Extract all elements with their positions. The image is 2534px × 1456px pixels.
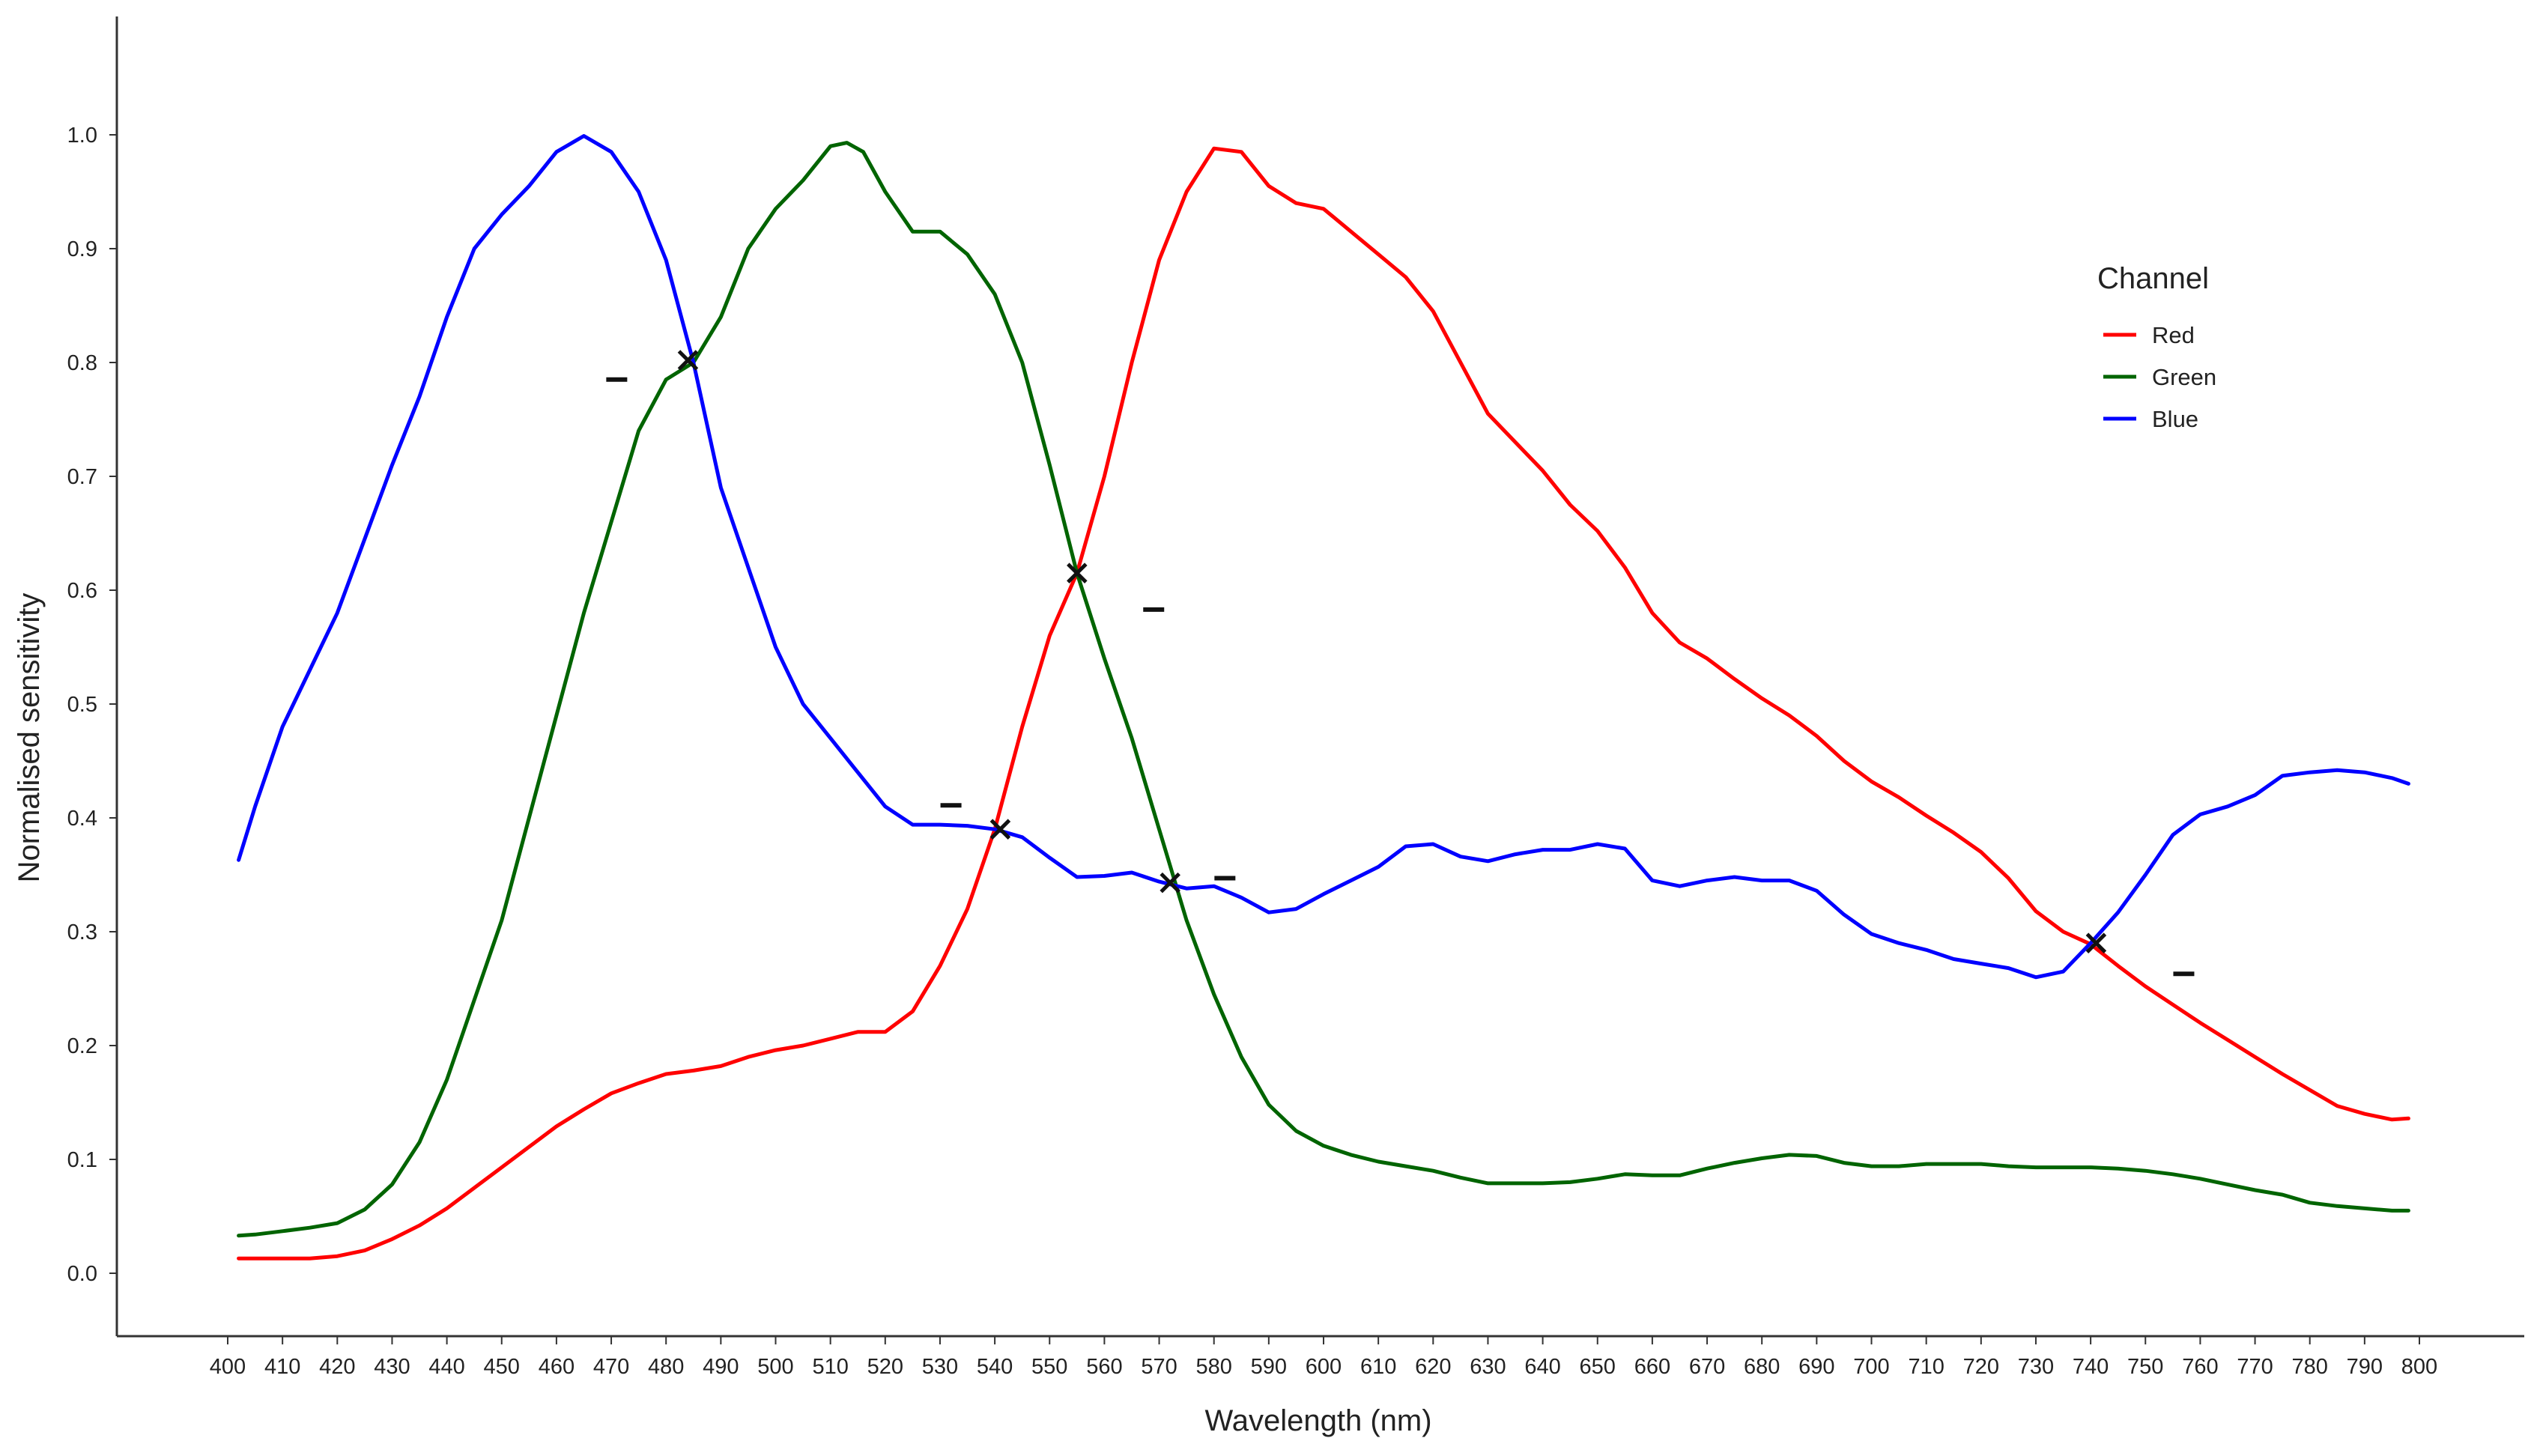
legend-label-green: Green	[2152, 364, 2216, 390]
y-tick-label: 0.2	[67, 1034, 97, 1058]
y-tick-label: 0.5	[67, 693, 97, 717]
marks	[606, 350, 2195, 977]
x-tick-label: 670	[1689, 1355, 1725, 1379]
x-axis-title: Wavelength (nm)	[1204, 1404, 1431, 1437]
x-tick-label: 700	[1853, 1355, 1889, 1379]
x-tick-label: 710	[1908, 1355, 1944, 1379]
series-line-blue	[237, 134, 2410, 980]
x-tick-label: 740	[2073, 1355, 2109, 1379]
x-tick-label: 600	[1306, 1355, 1342, 1379]
x-tick-label: 760	[2182, 1355, 2218, 1379]
intersection-marker	[989, 819, 1011, 840]
x-tick-label: 800	[2401, 1355, 2437, 1379]
x-tick-label: 410	[264, 1355, 300, 1379]
y-tick-label: 0.0	[67, 1262, 97, 1286]
legend-label-red: Red	[2152, 322, 2195, 348]
x-tick-label: 650	[1580, 1355, 1616, 1379]
intersection-marker	[1067, 562, 1088, 583]
x-tick-label: 790	[2347, 1355, 2383, 1379]
y-ticks: 0.0 0.1 0.2 0.3 0.4 0.5 0.6 0.7 0.8 0.9 1.0	[67, 124, 117, 1286]
legend: Channel Red Green Blue	[2097, 262, 2216, 432]
x-tick-label: 430	[374, 1355, 410, 1379]
x-tick-label: 530	[922, 1355, 958, 1379]
intersection-marker	[677, 350, 699, 371]
x-tick-label: 490	[703, 1355, 739, 1379]
x-tick-label: 540	[977, 1355, 1013, 1379]
y-tick-label: 0.7	[67, 465, 97, 489]
x-tick-label: 730	[2018, 1355, 2054, 1379]
y-tick-label: 1.0	[67, 124, 97, 148]
legend-label-blue: Blue	[2152, 406, 2198, 432]
x-tick-label: 550	[1031, 1355, 1067, 1379]
x-tick-label: 660	[1634, 1355, 1670, 1379]
series-line-red	[237, 146, 2410, 1261]
x-ticks: 400 410 420 430 440 450 460 470 480 490 500 510 520 5…	[210, 1336, 2437, 1379]
x-tick-label: 770	[2237, 1355, 2273, 1379]
y-tick-label: 0.3	[67, 920, 97, 944]
y-tick-label: 0.6	[67, 579, 97, 603]
x-tick-label: 510	[812, 1355, 848, 1379]
x-tick-label: 520	[867, 1355, 903, 1379]
x-tick-label: 630	[1470, 1355, 1506, 1379]
x-tick-label: 610	[1360, 1355, 1396, 1379]
y-tick-label: 0.9	[67, 237, 97, 261]
legend-items: Red Green Blue	[2103, 322, 2216, 432]
series-lines	[237, 134, 2410, 1261]
x-tick-label: 750	[2127, 1355, 2163, 1379]
x-tick-label: 590	[1251, 1355, 1287, 1379]
x-tick-label: 680	[1744, 1355, 1780, 1379]
intersection-marker	[2085, 932, 2107, 953]
y-tick-label: 0.8	[67, 351, 97, 375]
x-tick-label: 500	[757, 1355, 793, 1379]
y-tick-label: 0.1	[67, 1148, 97, 1172]
x-tick-label: 780	[2292, 1355, 2328, 1379]
x-tick-label: 620	[1415, 1355, 1451, 1379]
x-tick-label: 570	[1141, 1355, 1177, 1379]
x-tick-label: 480	[648, 1355, 684, 1379]
x-tick-label: 580	[1196, 1355, 1232, 1379]
x-tick-label: 470	[593, 1355, 629, 1379]
x-tick-label: 440	[428, 1355, 464, 1379]
x-tick-label: 560	[1086, 1355, 1122, 1379]
y-axis-title: Normalised sensitivity	[13, 593, 46, 883]
x-tick-label: 640	[1524, 1355, 1560, 1379]
x-tick-label: 690	[1798, 1355, 1834, 1379]
x-tick-label: 400	[210, 1355, 246, 1379]
x-tick-label: 420	[319, 1355, 355, 1379]
x-tick-label: 720	[1963, 1355, 1999, 1379]
legend-title: Channel	[2097, 262, 2209, 295]
series-line-green	[237, 141, 2410, 1238]
axes	[115, 16, 2524, 1338]
x-tick-label: 450	[484, 1355, 520, 1379]
x-tick-label: 460	[539, 1355, 575, 1379]
intersection-marker	[1160, 872, 1180, 894]
y-tick-label: 0.4	[67, 807, 97, 831]
